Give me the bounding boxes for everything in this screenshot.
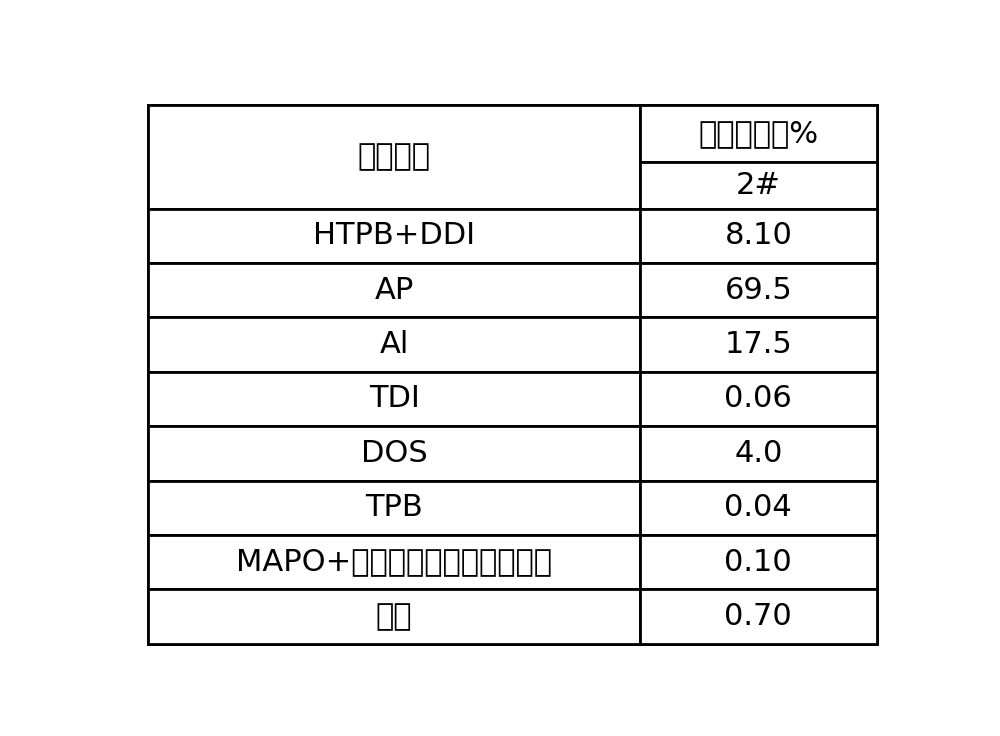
Bar [640, 317, 877, 372]
Text: 8.10: 8.10 [724, 222, 792, 250]
Text: 0.06: 0.06 [724, 384, 792, 414]
Bar [640, 535, 877, 590]
Bar [640, 105, 877, 162]
Bar [640, 208, 877, 263]
Bar [148, 263, 640, 317]
Bar [640, 372, 877, 426]
Text: 质量百分数%: 质量百分数% [698, 119, 818, 148]
Bar [640, 590, 877, 644]
Text: TDI: TDI [369, 384, 420, 414]
Bar [148, 426, 640, 481]
Bar [148, 590, 640, 644]
Text: MAPO+三乙醇胺三氟化硼络合物: MAPO+三乙醇胺三氟化硼络合物 [236, 548, 552, 576]
Text: 4.0: 4.0 [734, 439, 783, 468]
Text: Al: Al [379, 330, 409, 359]
Bar [640, 263, 877, 317]
Bar [640, 162, 877, 208]
Text: HTPB+DDI: HTPB+DDI [313, 222, 475, 250]
Bar [148, 317, 640, 372]
Bar [148, 481, 640, 535]
Bar [640, 481, 877, 535]
Bar [148, 535, 640, 590]
Text: 17.5: 17.5 [724, 330, 792, 359]
Text: 69.5: 69.5 [724, 276, 792, 305]
Text: DOS: DOS [361, 439, 427, 468]
Bar [148, 105, 640, 208]
Text: AP: AP [374, 276, 414, 305]
Text: 其他: 其他 [376, 602, 412, 631]
Bar [148, 372, 640, 426]
Text: 配方组成: 配方组成 [358, 143, 431, 171]
Text: 0.70: 0.70 [724, 602, 792, 631]
Bar [640, 426, 877, 481]
Bar [148, 208, 640, 263]
Text: 2#: 2# [736, 171, 781, 200]
Text: 0.10: 0.10 [724, 548, 792, 576]
Text: 0.04: 0.04 [724, 493, 792, 523]
Text: TPB: TPB [365, 493, 423, 523]
